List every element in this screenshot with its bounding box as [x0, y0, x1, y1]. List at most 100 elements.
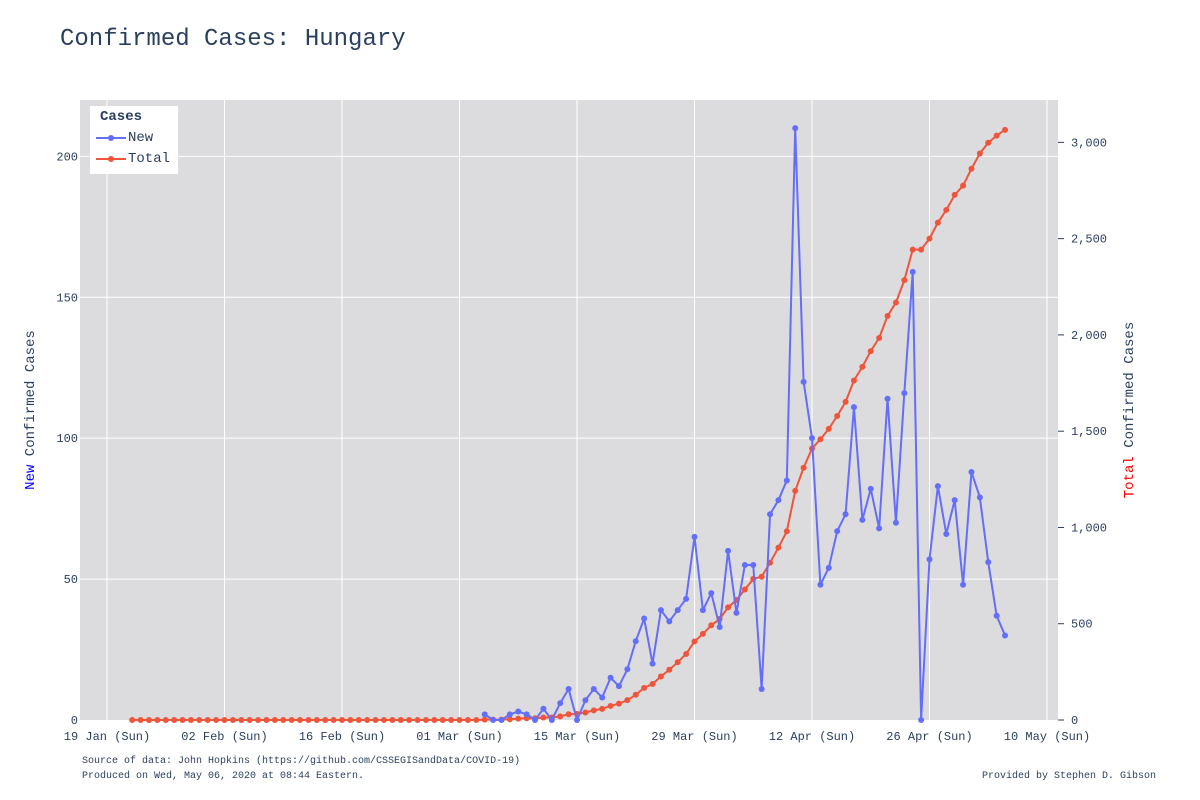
legend-swatch-total	[94, 149, 128, 169]
data-point-new	[725, 547, 732, 554]
data-point-total	[909, 246, 916, 253]
data-point-new	[867, 485, 874, 492]
y-right-tick-label: 2,500	[1071, 233, 1107, 247]
data-point-total	[699, 630, 706, 637]
data-point-total	[557, 713, 564, 720]
data-point-new	[842, 511, 849, 518]
data-point-new	[1002, 632, 1009, 639]
y-left-axis-ticks: 0 50 100 150 200	[56, 150, 78, 728]
data-point-total	[884, 313, 891, 320]
data-point-total	[926, 235, 933, 242]
data-point-total	[213, 717, 220, 723]
data-point-total	[649, 680, 656, 687]
legend-swatch-new	[94, 128, 128, 148]
data-point-total	[288, 717, 295, 723]
data-point-total	[196, 717, 203, 723]
data-point-total	[775, 544, 782, 551]
data-point-total	[431, 717, 438, 723]
footer-produced: Produced on Wed, May 06, 2020 at 08:44 E…	[82, 771, 365, 782]
data-point-new	[683, 595, 690, 602]
data-point-new	[632, 638, 639, 645]
y-right-axis-title: Total Confirmed Cases	[1122, 322, 1138, 498]
y-right-tick-label: 3,000	[1071, 136, 1107, 150]
x-tick-label: 12 Apr (Sun)	[769, 730, 855, 744]
data-point-new	[918, 717, 925, 723]
data-point-total	[162, 717, 169, 723]
data-point-new	[993, 612, 1000, 619]
data-point-total	[129, 717, 136, 723]
data-point-total	[221, 717, 228, 723]
data-point-total	[951, 191, 958, 198]
data-point-total	[792, 487, 799, 494]
data-point-new	[624, 666, 631, 673]
data-point-total	[741, 586, 748, 593]
data-point-new	[968, 469, 975, 475]
data-point-total	[615, 700, 622, 707]
data-point-total	[859, 363, 866, 370]
data-point-total	[1002, 126, 1009, 133]
x-axis-ticks: 19 Jan (Sun) 02 Feb (Sun) 16 Feb (Sun) 01 M…	[64, 730, 1090, 744]
data-point-total	[456, 717, 463, 723]
data-point-total	[817, 436, 824, 443]
data-point-new	[758, 686, 765, 692]
data-point-total	[624, 697, 631, 704]
y-left-title-suffix: Confirmed Cases	[23, 330, 39, 464]
data-point-new	[825, 564, 832, 571]
data-point-new	[834, 528, 841, 535]
legend-item-new[interactable]: New	[94, 128, 153, 148]
data-point-total	[145, 717, 152, 723]
data-point-total	[683, 650, 690, 657]
data-point-new	[490, 717, 497, 723]
data-point-total	[330, 717, 337, 723]
data-point-total	[473, 717, 480, 723]
data-point-new	[649, 660, 656, 667]
data-point-new	[708, 590, 715, 597]
y-left-axis-title: New Confirmed Cases	[23, 330, 39, 490]
data-point-total	[850, 377, 857, 384]
x-tick-label: 10 May (Sun)	[1004, 730, 1090, 744]
x-tick-label: 26 Apr (Sun)	[886, 730, 972, 744]
data-point-total	[372, 717, 379, 723]
data-point-new	[876, 525, 883, 532]
data-point-new	[926, 556, 933, 563]
data-point-new	[590, 686, 597, 692]
data-point-total	[825, 425, 832, 432]
data-point-new	[733, 609, 740, 616]
data-point-new	[699, 607, 706, 614]
data-point-new	[481, 711, 488, 718]
data-point-total	[179, 717, 186, 723]
data-point-total	[506, 716, 513, 723]
data-point-new	[506, 711, 513, 718]
data-point-total	[297, 717, 304, 723]
data-point-total	[976, 150, 983, 157]
data-point-total	[154, 717, 161, 723]
data-point-total	[901, 277, 908, 284]
data-point-new	[909, 268, 916, 275]
y-right-title-prefix: Total	[1122, 456, 1138, 498]
data-point-total	[876, 334, 883, 341]
x-tick-label: 19 Jan (Sun)	[64, 730, 150, 744]
data-point-total	[137, 717, 144, 723]
data-point-new	[741, 562, 748, 568]
data-point-total	[934, 219, 941, 226]
data-point-new	[607, 674, 614, 681]
data-point-total	[867, 348, 874, 355]
data-point-total	[599, 705, 606, 712]
data-point-total	[918, 246, 925, 253]
data-point-total	[204, 717, 211, 723]
data-point-new	[817, 581, 824, 588]
chart-title: Confirmed Cases: Hungary	[60, 26, 406, 53]
data-point-total	[280, 717, 287, 723]
data-point-total	[313, 717, 320, 723]
gridlines	[80, 100, 1058, 720]
data-point-new	[641, 615, 648, 622]
data-point-total	[238, 717, 245, 723]
data-point-total	[968, 165, 975, 172]
data-point-total	[725, 604, 732, 611]
data-point-total	[943, 206, 950, 213]
legend-item-total[interactable]: Total	[94, 149, 170, 169]
data-point-total	[800, 464, 807, 471]
data-point-total	[406, 717, 413, 723]
data-point-total	[380, 717, 387, 723]
